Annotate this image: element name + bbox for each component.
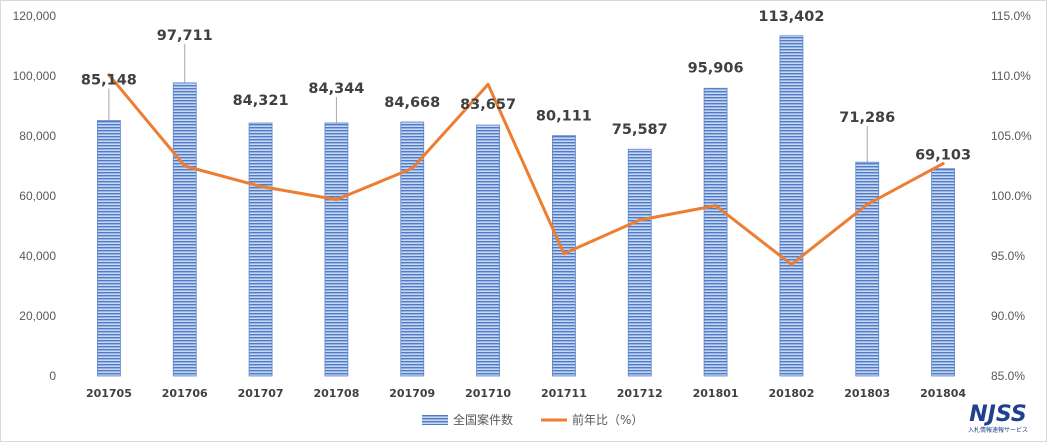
right-axis-tick-label: 105.0% — [991, 129, 1032, 143]
line-point — [334, 198, 338, 202]
line-point — [941, 162, 945, 166]
x-axis-tick-label: 201712 — [617, 387, 663, 400]
line-point — [714, 204, 718, 208]
x-axis-tick-label: 201801 — [693, 387, 739, 400]
bar — [552, 135, 576, 377]
left-axis-tick-label: 40,000 — [19, 249, 56, 263]
bar-series — [97, 35, 955, 377]
line-series — [107, 73, 945, 266]
line-point — [865, 202, 869, 206]
bar-data-label: 85,148 — [81, 73, 137, 89]
bar-data-label: 71,286 — [839, 110, 895, 126]
bar-data-label: 84,668 — [384, 95, 440, 111]
x-axis-tick-label: 201711 — [541, 387, 587, 400]
right-axis-ticks: 85.0% 90.0% 95.0% 100.0% 105.0% 110.0% 115.0% — [991, 9, 1032, 383]
x-axis-tick-label: 201707 — [238, 387, 284, 400]
x-axis-tick-label: 201705 — [86, 387, 132, 400]
bar-data-label: 97,711 — [157, 28, 213, 44]
x-axis-tick-label: 201708 — [313, 387, 359, 400]
x-axis-tick-label: 201804 — [920, 387, 966, 400]
bar — [931, 168, 955, 377]
line-point — [183, 164, 187, 168]
left-axis-tick-label: 20,000 — [19, 309, 56, 323]
x-axis-tick-label: 201802 — [768, 387, 814, 400]
svg-text:入札情報速報サービス: 入札情報速報サービス — [968, 426, 1028, 434]
bar — [627, 148, 652, 377]
x-axis-tick-label: 201709 — [389, 387, 435, 400]
line-point — [486, 82, 490, 86]
left-axis-ticks: 0 20,000 40,000 60,000 80,000 100,000 120,000 — [13, 9, 57, 383]
left-axis-tick-label: 100,000 — [13, 69, 57, 83]
bar — [97, 120, 121, 377]
bar-data-label: 84,321 — [233, 93, 289, 109]
line-point — [259, 184, 263, 188]
bar — [703, 87, 728, 377]
bar-data-label: 75,587 — [612, 122, 668, 138]
bar — [855, 161, 880, 377]
bar-data-label: 83,657 — [460, 97, 516, 113]
bar — [400, 121, 425, 377]
bar — [476, 124, 500, 377]
right-axis-tick-label: 90.0% — [991, 309, 1025, 323]
njss-logo: NJSS 入札情報速報サービス — [968, 402, 1028, 434]
bar — [324, 122, 349, 377]
legend-line-label: 前年比（%） — [572, 412, 643, 427]
left-axis-tick-label: 80,000 — [19, 129, 56, 143]
left-axis-tick-label: 120,000 — [13, 9, 57, 23]
legend-bar-label: 全国案件数 — [453, 412, 513, 427]
bar — [248, 122, 273, 377]
left-axis-tick-label: 60,000 — [19, 189, 56, 203]
x-axis-tick-label: 201706 — [162, 387, 208, 400]
x-axis-tick-label: 201710 — [465, 387, 511, 400]
bar-data-label: 80,111 — [536, 109, 592, 125]
bar — [779, 35, 804, 377]
bar-data-label: 84,344 — [308, 81, 364, 97]
left-axis-tick-label: 0 — [49, 369, 56, 383]
right-axis-tick-label: 110.0% — [991, 69, 1031, 83]
line-point — [638, 218, 642, 222]
bar-data-label: 69,103 — [915, 148, 971, 164]
bar-data-labels: 85,148 97,711 84,321 84,344 84,668 83,657 80,1… — [81, 9, 971, 164]
line-point — [562, 252, 566, 256]
line-point — [107, 73, 111, 77]
right-axis-tick-label: 100.0% — [991, 189, 1032, 203]
right-axis-tick-label: 95.0% — [991, 249, 1025, 263]
yoy-line — [107, 73, 945, 266]
right-axis-tick-label: 85.0% — [991, 369, 1025, 383]
line-point — [789, 262, 793, 266]
x-axis-tick-label: 201803 — [844, 387, 890, 400]
bar-data-label: 95,906 — [688, 60, 744, 76]
bar-data-label: 113,402 — [758, 9, 824, 25]
legend: 全国案件数 前年比（%） — [422, 412, 643, 427]
line-point — [410, 166, 414, 170]
svg-text:NJSS: NJSS — [969, 402, 1027, 427]
legend-bar-swatch — [422, 415, 448, 425]
right-axis-tick-label: 115.0% — [991, 9, 1031, 23]
leader-lines — [108, 43, 868, 163]
x-axis-ticks: 201705 201706 201707 201708 201709 201710 2017… — [86, 387, 966, 400]
bar — [172, 82, 197, 377]
